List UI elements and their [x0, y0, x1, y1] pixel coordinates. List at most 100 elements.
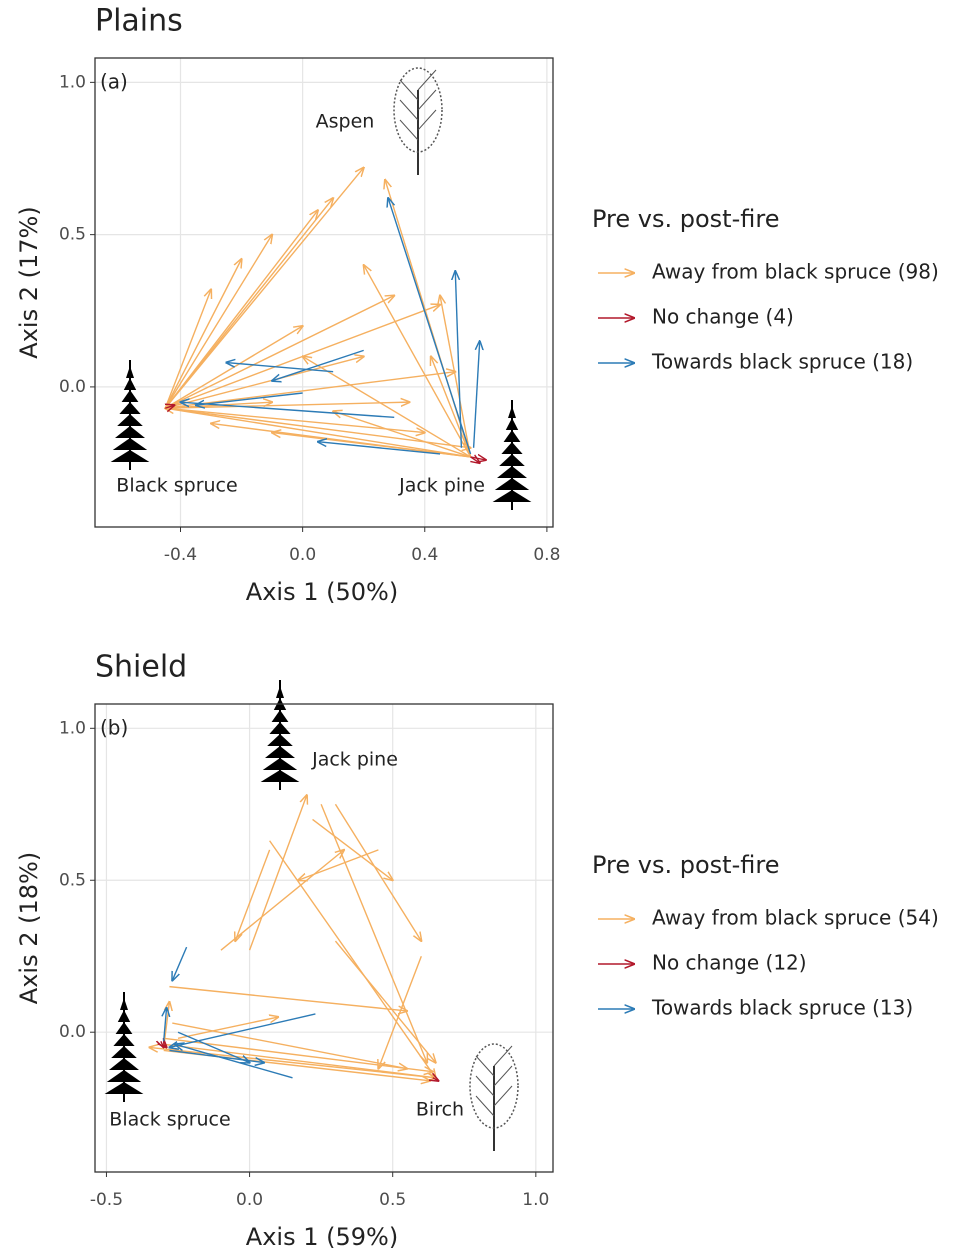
- arrow: [169, 985, 407, 1011]
- x-tick-label: -0.5: [90, 1190, 123, 1210]
- plot-background: [95, 58, 553, 527]
- tree-icon: [469, 1043, 519, 1151]
- arrow: [235, 849, 271, 941]
- tree-branch: [109, 1058, 139, 1070]
- tree-branch: [399, 79, 419, 101]
- arrow: [364, 265, 472, 458]
- tree-icon: [393, 67, 443, 175]
- y-tick-label: 0.0: [59, 1022, 86, 1042]
- arrow: [272, 349, 364, 380]
- y-tick-label: 0.5: [59, 870, 86, 890]
- tree-branch: [475, 1095, 495, 1117]
- tree-branch: [119, 402, 141, 414]
- tree-branch: [493, 1085, 513, 1107]
- arrow: [440, 296, 472, 458]
- arrow: [165, 407, 470, 448]
- arrow: [175, 1044, 293, 1079]
- arrow: [470, 457, 486, 460]
- arrow: [164, 1008, 167, 1042]
- annotation: Black spruce: [109, 1109, 230, 1131]
- tree-icon: [260, 680, 300, 790]
- legend-label: No change (12): [652, 951, 807, 975]
- arrow: [248, 795, 307, 951]
- arrow: [180, 402, 395, 419]
- arrow: [472, 341, 480, 448]
- tree-crown: [393, 67, 443, 153]
- arrow: [165, 356, 363, 409]
- arrow: [164, 289, 211, 409]
- arrow: [164, 235, 272, 409]
- x-tick-label: 0.8: [533, 545, 560, 565]
- arrow: [163, 1037, 433, 1071]
- plot-border: [94, 57, 554, 528]
- arrow: [320, 804, 427, 1062]
- chart-title: Plains: [95, 4, 183, 39]
- tree-branch: [115, 1022, 133, 1034]
- tree-branch: [508, 406, 516, 418]
- arrow: [220, 850, 344, 951]
- tree-branch: [503, 430, 521, 442]
- tree-branch: [115, 426, 145, 438]
- tree-branch: [493, 1045, 513, 1067]
- annotation: Birch: [416, 1099, 464, 1121]
- arrow: [164, 259, 241, 409]
- tree-branch: [106, 1070, 142, 1082]
- arrow: [177, 1031, 250, 1062]
- arrow: [165, 408, 471, 458]
- annotation: Jack pine: [398, 475, 485, 497]
- arrow: [165, 372, 455, 409]
- tree-branch: [493, 1065, 513, 1087]
- tree-branch: [104, 1082, 144, 1094]
- y-tick-label: 0.0: [59, 377, 86, 397]
- y-axis-label: Axis 2 (18%): [15, 852, 43, 1004]
- arrow: [165, 402, 409, 409]
- legend-title: Pre vs. post-fire: [592, 205, 779, 233]
- y-tick-label: 1.0: [59, 718, 86, 738]
- tree-branch: [262, 758, 298, 770]
- legend-label: Towards black spruce (18): [651, 350, 913, 374]
- tree-branch: [111, 1046, 137, 1058]
- tree-branch: [269, 722, 291, 734]
- tree-crown: [469, 1043, 519, 1129]
- tree-branch: [120, 998, 128, 1010]
- tree-branch: [117, 1010, 131, 1022]
- arrow: [172, 946, 188, 980]
- tree-branch: [492, 490, 532, 502]
- legend-title: Pre vs. post-fire: [592, 851, 779, 879]
- tree-branch: [475, 1055, 495, 1077]
- tree-branch: [271, 710, 289, 722]
- tree-branch: [121, 390, 139, 402]
- tree-branch: [399, 99, 419, 121]
- arrow: [431, 356, 472, 458]
- tree-branch: [123, 378, 137, 390]
- arrow: [169, 1013, 316, 1047]
- arrow: [334, 803, 421, 941]
- y-axis-label: Axis 2 (17%): [15, 206, 43, 358]
- arrow: [149, 1047, 436, 1079]
- tree-icon: [492, 400, 532, 510]
- x-tick-label: 1.0: [522, 1190, 549, 1210]
- arrow: [177, 1017, 278, 1039]
- arrow: [164, 296, 394, 409]
- tree-icon: [110, 360, 150, 470]
- tree-branch: [117, 414, 143, 426]
- panel-label: (a): [100, 70, 128, 94]
- x-tick-label: 0.0: [289, 545, 316, 565]
- arrow: [272, 433, 471, 458]
- arrow: [333, 411, 471, 458]
- legend-label: Away from black spruce (54): [652, 906, 939, 930]
- arrow: [196, 392, 303, 405]
- x-tick-label: -0.4: [164, 545, 197, 565]
- arrow: [433, 1078, 439, 1081]
- annotation: Jack pine: [311, 749, 398, 771]
- tree-branch: [497, 466, 527, 478]
- tree-branch: [499, 454, 525, 466]
- tree-branch: [475, 1075, 495, 1097]
- tree-branch: [505, 418, 519, 430]
- annotation: Aspen: [316, 111, 375, 133]
- tree-branch: [417, 89, 437, 111]
- y-tick-label: 1.0: [59, 72, 86, 92]
- arrow: [163, 1043, 436, 1077]
- tree-branch: [417, 69, 437, 91]
